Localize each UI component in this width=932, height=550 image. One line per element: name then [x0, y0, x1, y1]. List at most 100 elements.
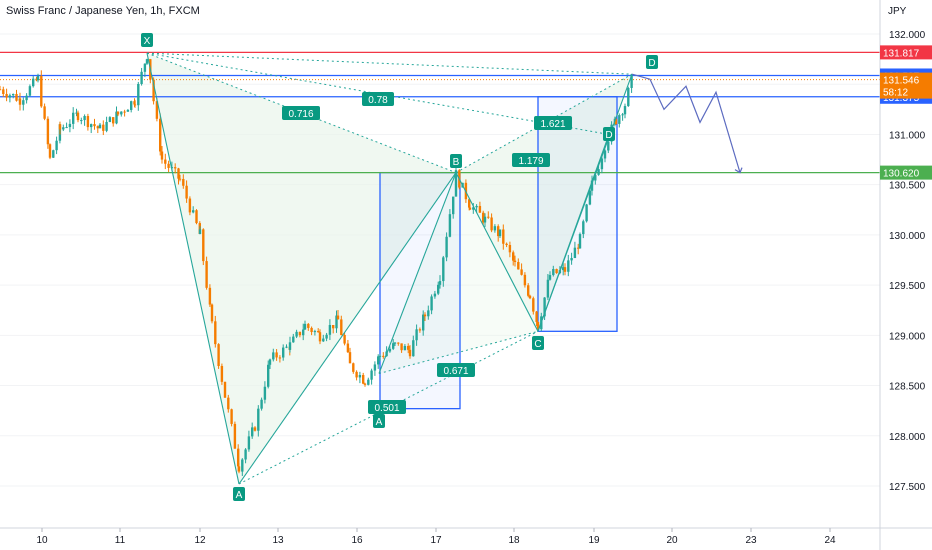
candle-body [48, 144, 52, 158]
candle-body [12, 93, 15, 96]
candle-body [86, 116, 90, 128]
candle-body [241, 459, 244, 472]
price-tick-label: 131.000 [889, 130, 926, 141]
inner-point-label-a: A [376, 417, 383, 428]
ratio-line-xd[interactable] [146, 52, 633, 75]
candle-body [137, 83, 140, 106]
candle-body [358, 375, 362, 378]
candle-body [582, 221, 585, 235]
pattern-leg[interactable] [146, 52, 240, 485]
candle-body [310, 327, 313, 333]
candle-body [567, 260, 570, 272]
point-label-a: A [236, 490, 243, 501]
point-label-d-badge [646, 55, 658, 69]
candle-body [303, 323, 307, 330]
candle-body [188, 198, 192, 213]
point-label-b: B [453, 157, 460, 168]
ratio-label-badge [512, 153, 550, 167]
candle-body [352, 363, 355, 372]
candle-body [578, 234, 582, 249]
candle-body [208, 287, 212, 305]
candle-body [497, 226, 500, 237]
point-label-a-badge [233, 487, 245, 501]
candle-body [377, 356, 380, 365]
ratio-label: 0.501 [374, 403, 399, 414]
candle-body [307, 323, 310, 328]
candle-body [253, 427, 257, 431]
inner-leg-ab[interactable] [378, 172, 457, 374]
point-label-d: D [648, 58, 655, 69]
pattern-leg[interactable] [238, 172, 457, 485]
candle-body [247, 436, 251, 450]
candle-body [487, 216, 490, 218]
candle-body [423, 314, 427, 317]
candle-body [336, 315, 340, 320]
candle-body [498, 229, 502, 237]
candle-body [483, 216, 487, 223]
candle-body [367, 379, 370, 385]
candle-body [174, 167, 177, 169]
candle-body [388, 348, 392, 352]
price-tick-label: 128.000 [889, 432, 926, 443]
candle-body [76, 112, 80, 121]
time-axis[interactable]: 10 11 12 13 16 17 18 19 20 23 24 [0, 527, 932, 546]
candle-body [68, 123, 72, 128]
price-axis[interactable]: 132.000131.500131.000130.500130.000129.5… [879, 0, 932, 550]
candle-body [272, 352, 275, 360]
candle-body [594, 174, 597, 181]
candle-body [322, 338, 325, 342]
candle-body [15, 93, 18, 101]
candle-body [160, 151, 164, 160]
inner-leg-cd[interactable] [537, 134, 610, 332]
candle-body [198, 229, 202, 235]
candle-body [2, 89, 5, 94]
candle-body [408, 349, 412, 357]
candle-body [400, 343, 403, 351]
candle-body [340, 319, 343, 335]
projection-line[interactable] [631, 73, 741, 173]
candle-body [133, 104, 137, 106]
candle-body [227, 397, 230, 410]
candle-body [562, 267, 565, 271]
candle-body [177, 168, 180, 179]
candle-body [482, 212, 485, 223]
candle-body [512, 252, 515, 261]
candle-body [627, 87, 630, 107]
candle-body [563, 267, 567, 272]
candle-body [292, 336, 295, 343]
candle-body [145, 59, 149, 64]
candle-body [600, 158, 604, 170]
candle-body [112, 117, 115, 124]
candle-body [348, 352, 352, 364]
pattern-fill [147, 53, 632, 484]
ratio-label-badge [534, 116, 572, 130]
ratio-line-x-innerd[interactable] [146, 52, 610, 135]
candle-body [536, 321, 540, 330]
inner-point-label-d: D [605, 130, 612, 141]
candle-body [427, 310, 430, 317]
price-tag-label: 130.620 [883, 169, 920, 180]
candle-body [415, 329, 418, 341]
current-price-tag [880, 72, 932, 99]
candle-body [614, 118, 618, 124]
candle-body [120, 111, 123, 115]
ratio-label: 0.716 [288, 109, 313, 120]
horizontal-levels[interactable] [0, 51, 880, 174]
time-tick-label: 24 [824, 535, 836, 546]
candle-body [185, 185, 188, 199]
candle-body [90, 124, 93, 128]
measure-boxes [379, 96, 618, 410]
pattern-leg[interactable] [455, 172, 539, 332]
projection-path[interactable] [631, 73, 743, 174]
candle-body [430, 296, 433, 311]
candle-body [52, 150, 55, 158]
candle-body [590, 180, 594, 191]
ratio-label: 1.179 [518, 156, 543, 167]
candle-body [418, 329, 422, 331]
candle-body [513, 260, 517, 263]
ratio-line-ac[interactable] [238, 330, 539, 485]
harmonic-pattern[interactable] [146, 52, 633, 485]
candle-body [302, 329, 305, 336]
